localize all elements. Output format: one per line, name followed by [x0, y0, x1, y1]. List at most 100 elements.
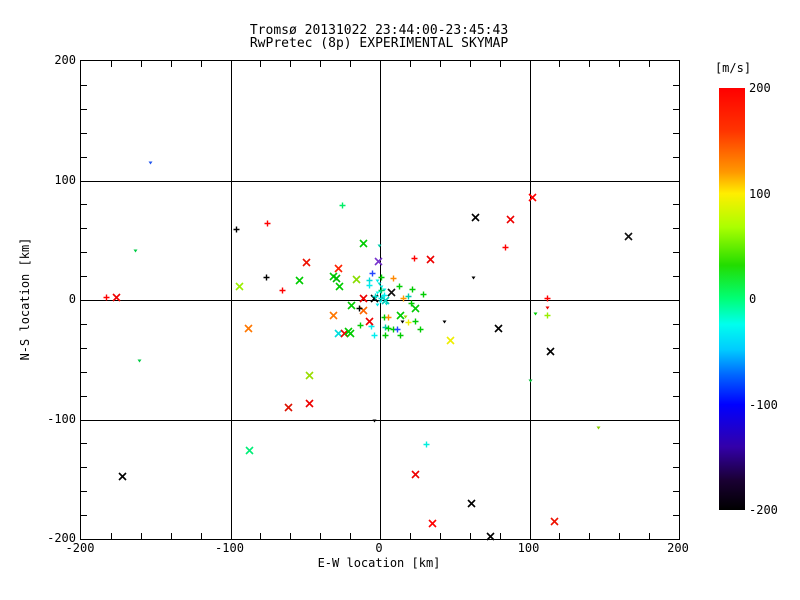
scatter-point [352, 275, 361, 284]
tick-mark [673, 491, 679, 493]
scatter-point [305, 399, 314, 409]
scatter-point [369, 270, 376, 277]
scatter-point [528, 193, 537, 202]
scatter-point [382, 324, 389, 331]
scatter-point [133, 249, 138, 253]
scatter-point [359, 294, 368, 303]
scatter-point [467, 499, 476, 508]
scatter-point [387, 288, 397, 297]
scatter-point [378, 295, 385, 302]
scatter-point [426, 255, 435, 264]
scatter-point [446, 336, 455, 345]
scatter-point [103, 294, 110, 301]
tick-mark [469, 61, 471, 67]
tick-mark [81, 252, 87, 254]
tick-mark [260, 533, 262, 539]
scatter-point [471, 213, 480, 222]
tick-mark [673, 395, 679, 397]
y-tick-label: -200 [47, 531, 76, 545]
colorbar-tick-label: 100 [749, 186, 771, 201]
tick-mark [589, 61, 591, 67]
scatter-point [394, 326, 401, 333]
tick-mark [673, 84, 679, 86]
scatter-point [400, 320, 405, 324]
colorbar-tick-label: 0 [749, 292, 757, 306]
grid-line-horizontal [81, 300, 679, 301]
scatter-point [374, 257, 383, 266]
scatter-point [494, 324, 503, 333]
tick-mark [350, 533, 352, 539]
tick-mark [81, 84, 87, 86]
tick-mark [290, 533, 292, 539]
tick-mark [559, 61, 561, 67]
scatter-point [332, 274, 341, 283]
scatter-point [302, 258, 311, 268]
scatter-point [442, 320, 447, 324]
plot-area [80, 60, 680, 541]
scatter-point [235, 282, 244, 291]
tick-mark [673, 276, 679, 278]
scatter-point [334, 329, 343, 338]
scatter-point [335, 282, 344, 291]
scatter-point [357, 322, 364, 329]
scatter-point [428, 519, 437, 528]
scatter-point [385, 314, 392, 321]
scatter-point [411, 255, 418, 262]
tick-mark [110, 61, 112, 67]
x-tick-label: 200 [667, 541, 689, 555]
chart-subtitle: RwPretec (8p) EXPERIMENTAL SKYMAP [249, 36, 509, 51]
colorbar-tick-label: -200 [749, 503, 778, 517]
scatter-point [375, 279, 380, 283]
colorbar-tick-label: -100 [749, 397, 778, 412]
y-axis-label: N-S location [km] [18, 237, 32, 361]
scatter-point [381, 295, 391, 305]
scatter-point [409, 286, 416, 293]
scatter-point [420, 291, 427, 298]
scatter-point [384, 302, 389, 306]
tick-mark [81, 347, 87, 349]
scatter-point [112, 293, 121, 302]
x-tick-label: -200 [65, 541, 95, 555]
scatter-point [382, 288, 387, 292]
tick-mark [320, 61, 322, 67]
scatter-point [233, 226, 240, 233]
scatter-point [405, 293, 412, 300]
chart-title: Tromsø 20131022 23:44:00-23:45:43 [249, 23, 509, 38]
scatter-point [375, 303, 380, 307]
grid-line-horizontal [81, 180, 679, 182]
tick-mark [81, 156, 87, 158]
scatter-point [379, 285, 384, 289]
scatter-point [486, 532, 495, 541]
tick-mark [469, 533, 471, 539]
scatter-point [546, 347, 555, 356]
tick-mark [673, 347, 679, 349]
tick-mark [81, 515, 87, 517]
tick-mark [619, 533, 621, 539]
scatter-point [344, 326, 353, 336]
tick-mark [673, 108, 679, 110]
scatter-point [263, 274, 270, 281]
tick-mark [673, 515, 679, 517]
scatter-point [359, 239, 368, 248]
tick-mark [81, 323, 87, 325]
scatter-point [339, 202, 346, 209]
scatter-point [356, 305, 363, 312]
tick-mark [649, 61, 651, 67]
scatter-point [329, 311, 338, 320]
scatter-point [423, 441, 430, 448]
tick-mark [673, 467, 679, 469]
x-axis-label: E-W location [km] [317, 556, 441, 570]
tick-mark [409, 533, 411, 539]
tick-mark [81, 276, 87, 278]
tick-mark [673, 443, 679, 445]
scatter-point [550, 516, 559, 526]
tick-mark [673, 323, 679, 325]
scatter-point [378, 274, 385, 281]
y-tick-label: 0 [68, 292, 76, 306]
tick-mark [81, 228, 87, 230]
tick-mark [559, 533, 561, 539]
scatter-point [284, 403, 293, 412]
scatter-point [545, 306, 550, 310]
scatter-point [148, 161, 153, 165]
tick-mark [81, 132, 87, 134]
